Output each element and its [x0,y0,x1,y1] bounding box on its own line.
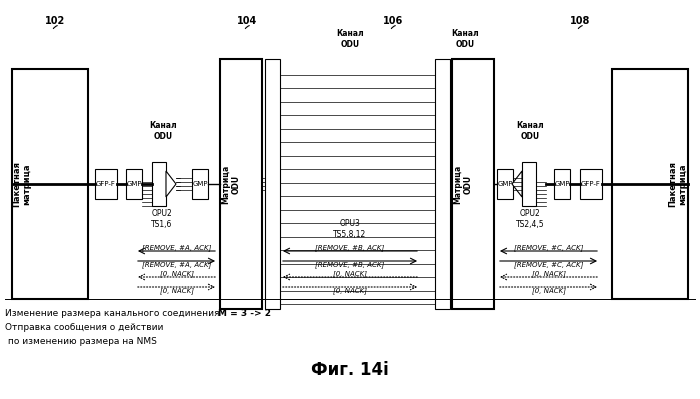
Text: Матрица
ODU: Матрица ODU [454,164,473,203]
Text: [REMOVE, #A, ACK]: [REMOVE, #A, ACK] [142,245,211,251]
Bar [192,169,208,199]
Text: 108: 108 [570,16,590,26]
Bar [497,169,513,199]
Bar [435,59,450,309]
Text: Отправка сообщения о действии: Отправка сообщения о действии [5,323,163,332]
Bar [522,162,536,206]
Text: GMP: GMP [497,181,512,187]
Text: GMP: GMP [554,181,570,187]
Text: M = 3 -> 2: M = 3 -> 2 [218,309,271,318]
Text: GFP-F: GFP-F [581,181,601,187]
Bar [265,59,280,309]
Text: OPU2
TS2,4,5: OPU2 TS2,4,5 [516,209,545,229]
Text: GMP: GMP [193,181,208,187]
Text: [0, NACK]: [0, NACK] [333,288,367,294]
Text: [0, NACK]: [0, NACK] [160,271,193,277]
Bar [220,59,262,309]
Text: [REMOVE, #C, ACK]: [REMOVE, #C, ACK] [514,262,583,269]
Text: 106: 106 [383,16,403,26]
Text: Пакетная
матрица: Пакетная матрица [668,161,687,207]
Text: Матрица
ODU: Матрица ODU [221,164,241,203]
Polygon shape [166,171,176,197]
Text: [0, NACK]: [0, NACK] [531,288,566,294]
Text: Канал
ODU: Канал ODU [149,121,177,141]
Text: Канал
ODU: Канал ODU [452,29,479,49]
Text: GFP-F: GFP-F [96,181,116,187]
Text: [0, NACK]: [0, NACK] [531,271,566,277]
Text: Канал
ODU: Канал ODU [336,29,364,49]
Text: [REMOVE, #A, ACK]: [REMOVE, #A, ACK] [142,262,211,269]
Text: OPU2
TS1,6: OPU2 TS1,6 [151,209,173,229]
Bar [612,69,688,299]
Bar [95,169,117,199]
Text: [REMOVE, #C, ACK]: [REMOVE, #C, ACK] [514,245,583,251]
Bar [12,69,88,299]
Bar [554,169,570,199]
Text: 102: 102 [45,16,65,26]
Text: GMP: GMP [126,181,141,187]
Bar [152,162,166,206]
Text: по изменению размера на NMS: по изменению размера на NMS [5,337,157,346]
Polygon shape [512,171,522,197]
Text: Канал
ODU: Канал ODU [516,121,544,141]
Bar [452,59,494,309]
Bar [580,169,602,199]
Text: [0, NACK]: [0, NACK] [333,271,367,277]
Text: OPU3
TS5,8,12: OPU3 TS5,8,12 [333,219,367,239]
Text: [REMOVE, #B, ACK]: [REMOVE, #B, ACK] [316,262,384,269]
Text: Фиг. 14i: Фиг. 14i [311,361,389,379]
Text: Пакетная
матрица: Пакетная матрица [13,161,32,207]
Text: [REMOVE, #B, ACK]: [REMOVE, #B, ACK] [316,245,384,251]
Text: [0, NACK]: [0, NACK] [160,288,193,294]
Bar [126,169,142,199]
Text: 104: 104 [237,16,257,26]
Text: Изменение размера канального соединения: Изменение размера канального соединения [5,309,223,318]
